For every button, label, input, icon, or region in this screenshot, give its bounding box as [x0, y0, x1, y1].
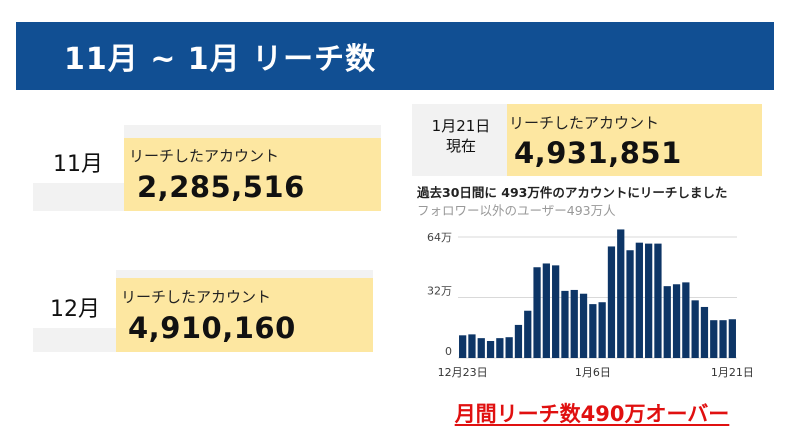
non-follower-summary: フォロワー以外のユーザー493万人 — [417, 203, 616, 218]
bar — [570, 289, 578, 358]
november-reach-value: 2,285,516 — [137, 170, 305, 204]
november-month-label: 11月 — [53, 152, 103, 177]
november-caption: リーチしたアカウント — [129, 147, 280, 165]
december-reach-value: 4,910,160 — [128, 311, 296, 345]
current-date-suffix: 現在 — [445, 137, 476, 155]
bar — [514, 324, 523, 358]
bar — [691, 300, 699, 358]
december-caption: リーチしたアカウント — [121, 288, 272, 306]
bar — [626, 250, 634, 358]
title-bar: 11月 ~ 1月 リーチ数 — [16, 22, 774, 90]
y-tick-label: 0 — [445, 345, 452, 358]
bar — [524, 310, 532, 358]
bar — [672, 284, 681, 358]
bar — [477, 338, 485, 358]
current-caption: リーチしたアカウント — [509, 114, 660, 132]
bar — [728, 319, 736, 358]
monthly-reach-callout: 月間リーチ数490万オーバー — [454, 402, 730, 426]
reach-bar-chart: 64万 32万 0 12月23日 1月6日 1月21日 — [427, 229, 752, 379]
bar — [617, 229, 625, 358]
december-label-tab — [33, 270, 116, 328]
bar — [710, 320, 718, 358]
bar — [607, 246, 616, 358]
bar — [654, 243, 662, 358]
page-title: 11月 ~ 1月 リーチ数 — [64, 42, 377, 77]
bar — [552, 265, 560, 358]
bar — [645, 243, 653, 358]
bar — [635, 242, 643, 358]
november-label-tab — [33, 125, 124, 183]
bar — [700, 306, 709, 358]
x-tick-label: 1月6日 — [575, 366, 611, 379]
bar — [719, 320, 727, 358]
bar — [468, 334, 476, 358]
bar — [486, 340, 495, 358]
bar — [542, 263, 550, 358]
bar — [663, 286, 671, 358]
current-highlight — [507, 104, 762, 176]
x-tick-label: 12月23日 — [438, 366, 488, 379]
y-tick-label: 32万 — [427, 285, 452, 298]
x-tick-label: 1月21日 — [711, 366, 752, 379]
current-date-label: 1月21日 現在 — [420, 116, 502, 156]
bar — [561, 290, 569, 358]
bar — [598, 302, 606, 358]
bar — [459, 335, 467, 358]
december-month-label: 12月 — [50, 297, 100, 322]
reach-summary: 過去30日間に 493万件のアカウントにリーチしました — [417, 185, 728, 200]
november-highlight — [124, 138, 381, 211]
current-reach-value: 4,931,851 — [514, 136, 682, 170]
bar — [505, 337, 513, 358]
december-highlight — [116, 278, 373, 352]
bar — [579, 293, 588, 358]
bar — [496, 338, 504, 358]
bar — [682, 282, 690, 358]
bar — [533, 267, 541, 358]
bar — [589, 304, 597, 358]
current-date: 1月21日 — [431, 117, 491, 135]
y-tick-label: 64万 — [427, 231, 452, 244]
